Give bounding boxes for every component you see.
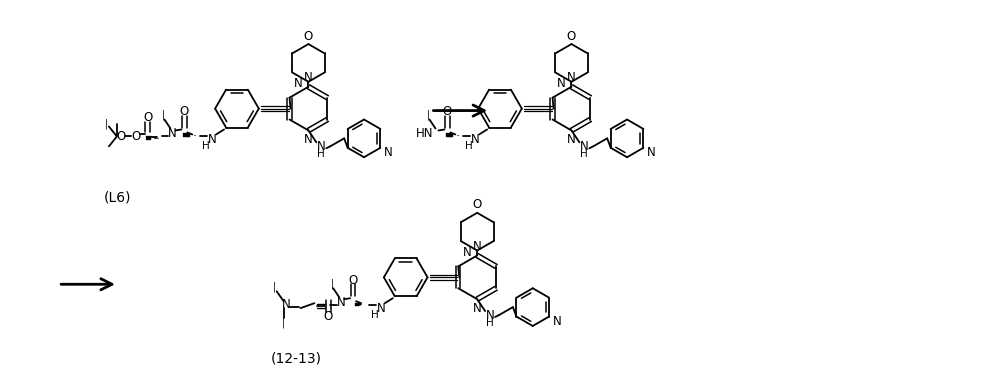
Text: N: N [647,146,655,159]
Text: N: N [471,133,480,146]
Text: O: O [348,274,358,287]
Text: N: N [337,296,346,309]
Text: N: N [384,146,392,159]
Text: H: H [202,141,210,152]
Text: |: | [331,278,334,289]
Text: N: N [317,140,326,153]
Text: N: N [557,77,566,90]
Text: O: O [304,30,313,43]
Text: O: O [143,111,152,124]
Text: H: H [371,310,379,320]
Text: N: N [377,302,385,315]
Text: (L6): (L6) [104,191,132,205]
Text: N: N [282,298,291,310]
Text: |: | [104,118,108,129]
Text: H: H [317,149,325,159]
Text: |: | [162,110,165,120]
Text: O: O [131,130,140,143]
Text: N: N [567,71,576,84]
Text: HN: HN [416,127,433,140]
Text: N: N [473,240,482,253]
Text: O: O [473,198,482,211]
Text: N: N [552,315,561,327]
Text: O: O [180,105,189,118]
Text: |: | [273,281,276,292]
Text: N: N [168,127,177,140]
Text: N: N [294,77,303,90]
Text: |: | [282,318,285,328]
Text: N: N [567,133,576,146]
Text: O: O [567,30,576,43]
Text: O: O [324,310,333,322]
Text: N: N [304,133,313,146]
Text: H: H [486,318,494,328]
Text: H: H [465,141,473,152]
Text: N: N [473,302,482,315]
Text: (12-13): (12-13) [271,352,322,366]
Text: N: N [580,140,589,153]
Text: N: N [208,133,217,146]
Text: N: N [463,246,472,259]
Text: N: N [304,71,313,84]
Text: O: O [443,105,452,118]
Text: N: N [486,309,494,321]
Text: O: O [116,130,125,143]
Text: |: | [427,110,430,120]
Text: H: H [580,149,588,159]
